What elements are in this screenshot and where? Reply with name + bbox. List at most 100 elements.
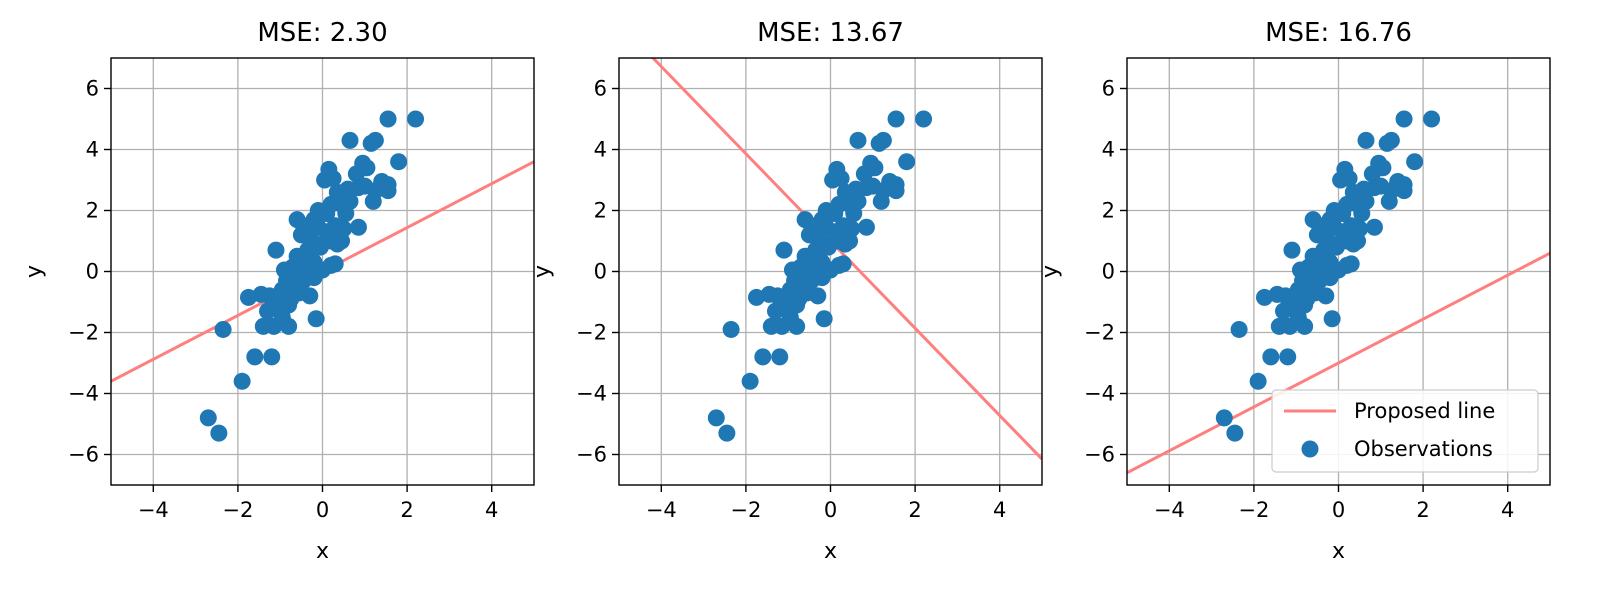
observation-point: [741, 372, 759, 390]
observation-point: [214, 320, 232, 338]
observations: [707, 110, 933, 442]
observation-point: [267, 241, 285, 259]
x-tick-label: 0: [824, 498, 837, 522]
x-tick-label: 0: [1332, 498, 1345, 522]
observation-point: [849, 131, 867, 149]
x-tick-label: −4: [646, 498, 677, 522]
x-tick-label: −4: [1154, 498, 1185, 522]
observation-point: [292, 226, 310, 244]
y-tick-label: 0: [86, 260, 99, 284]
observations: [199, 110, 425, 442]
observation-point: [1317, 287, 1335, 305]
y-tick-label: 6: [594, 77, 607, 101]
observation-point: [1349, 232, 1367, 250]
observation-point: [259, 302, 277, 320]
subplot-title: MSE: 16.76: [1265, 18, 1412, 48]
y-tick-label: 6: [1102, 77, 1115, 101]
observation-point: [1283, 241, 1301, 259]
y-tick-label: 4: [1102, 138, 1115, 162]
observation-point: [280, 317, 298, 335]
observation-point: [1323, 310, 1341, 328]
observation-point: [263, 348, 281, 366]
y-tick-label: −4: [1084, 382, 1115, 406]
observation-point: [800, 226, 818, 244]
observation-point: [254, 317, 272, 335]
subplot-1: −4 −2 0 2 4 −6 −4 −2 0 2 4 6 MSE: 2.30 x y: [22, 18, 535, 564]
observation-point: [1308, 226, 1326, 244]
y-tick-label: −2: [576, 321, 607, 345]
subplot-3: −4 −2 0 2 4 −6 −4 −2 0 2 4 6 MSE: 16.76 x y Proposed li…: [1038, 18, 1551, 564]
legend-box: [1271, 389, 1539, 473]
observation-point: [311, 238, 329, 256]
x-tick-label: 2: [1416, 498, 1429, 522]
observation-point: [870, 134, 888, 152]
legend-label-proposed-line: Proposed line: [1354, 399, 1495, 423]
x-tick-label: 2: [400, 498, 413, 522]
observation-point: [1215, 409, 1233, 427]
observation-point: [707, 409, 725, 427]
y-tick-label: −2: [68, 321, 99, 345]
observation-point: [301, 287, 319, 305]
legend-label-observations: Observations: [1354, 437, 1493, 461]
y-axis-label: y: [1038, 265, 1063, 278]
observation-point: [199, 409, 217, 427]
y-axis-label: y: [530, 265, 555, 278]
x-tick-label: 4: [1501, 498, 1514, 522]
y-tick-label: 4: [86, 138, 99, 162]
x-tick-label: 2: [908, 498, 921, 522]
observation-point: [815, 310, 833, 328]
observation-point: [788, 317, 806, 335]
observation-point: [316, 171, 334, 189]
observation-point: [210, 424, 228, 442]
observation-point: [1423, 110, 1441, 128]
observation-point: [887, 182, 905, 200]
observation-point: [1296, 317, 1314, 335]
observation-point: [845, 205, 863, 223]
observation-point: [754, 348, 772, 366]
x-tick-label: −2: [222, 498, 253, 522]
observation-point: [390, 153, 408, 171]
subplot-title: MSE: 13.67: [757, 18, 904, 48]
y-tick-label: −6: [576, 443, 607, 467]
observation-point: [1226, 424, 1244, 442]
observation-point: [246, 348, 264, 366]
observation-point: [1321, 269, 1339, 287]
observation-point: [1230, 320, 1248, 338]
y-tick-label: −6: [68, 443, 99, 467]
x-tick-label: 4: [485, 498, 498, 522]
observation-point: [771, 348, 789, 366]
observation-point: [362, 134, 380, 152]
observation-point: [887, 110, 905, 128]
x-tick-label: −2: [1238, 498, 1269, 522]
y-axis-label: y: [22, 265, 47, 278]
observation-point: [1275, 302, 1293, 320]
observation-point: [1363, 165, 1381, 183]
legend: Proposed line Observations: [1271, 389, 1539, 473]
observation-point: [379, 182, 397, 200]
observation-point: [347, 165, 365, 183]
observation-point: [364, 192, 382, 210]
y-tick-label: 2: [86, 199, 99, 223]
observation-point: [1270, 317, 1288, 335]
observation-point: [809, 287, 827, 305]
legend-marker-swatch: [1301, 440, 1319, 458]
x-tick-label: 0: [316, 498, 329, 522]
observation-point: [1372, 177, 1390, 195]
x-tick-label: −4: [138, 498, 169, 522]
observation-point: [841, 232, 859, 250]
subplot-2: −4 −2 0 2 4 −6 −4 −2 0 2 4 6 MSE: 13.67 x y: [530, 18, 1043, 564]
y-tick-label: 4: [594, 138, 607, 162]
observations: [1215, 110, 1441, 442]
observation-point: [341, 131, 359, 149]
observation-point: [1406, 153, 1424, 171]
observation-point: [379, 110, 397, 128]
observation-point: [718, 424, 736, 442]
observation-point: [349, 218, 367, 236]
observation-point: [407, 110, 425, 128]
x-tick-label: 4: [993, 498, 1006, 522]
observation-point: [1353, 205, 1371, 223]
x-axis-label: x: [824, 539, 837, 564]
observation-point: [722, 320, 740, 338]
x-axis-label: x: [1332, 539, 1345, 564]
